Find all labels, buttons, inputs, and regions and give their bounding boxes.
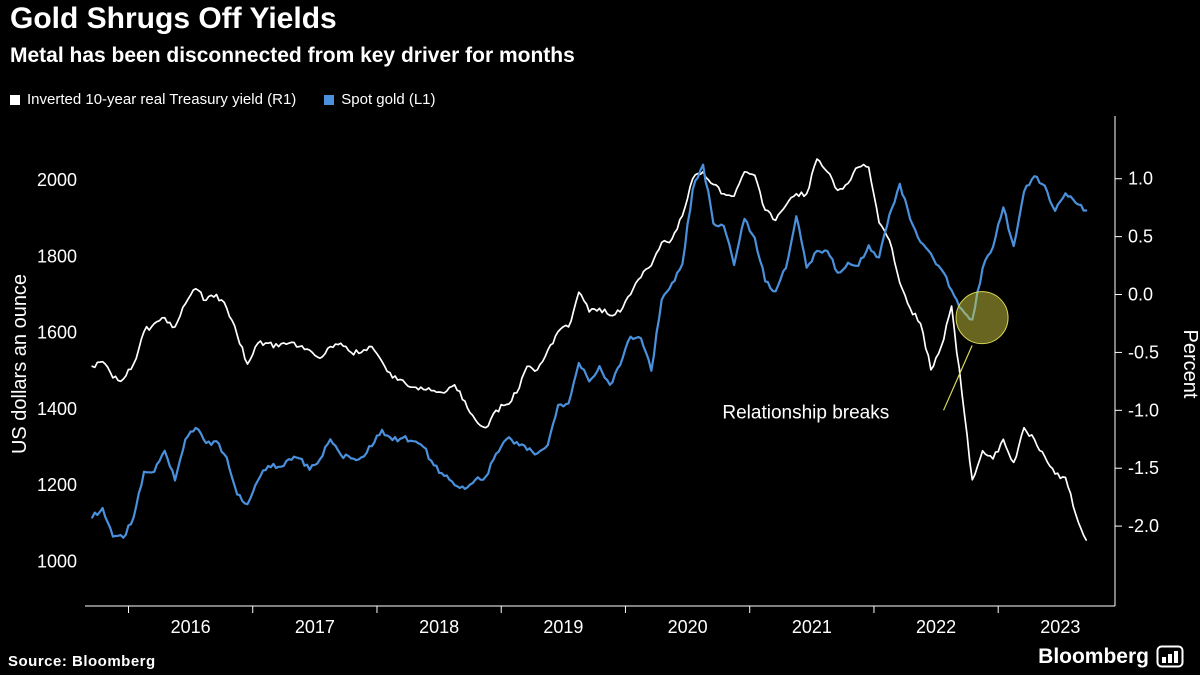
legend-item-treasury-yield: Inverted 10-year real Treasury yield (R1… (10, 91, 296, 108)
x-axis-tick-label: 2020 (668, 617, 708, 637)
chart-legend: Inverted 10-year real Treasury yield (R1… (10, 91, 436, 108)
annotation-label: Relationship breaks (722, 402, 889, 423)
left-axis-tick-label: 1800 (37, 246, 77, 266)
left-axis-title: US dollars an ounce (9, 274, 31, 454)
legend-swatch-icon (10, 94, 20, 105)
legend-label: Spot gold (L1) (341, 91, 436, 108)
right-axis-title: Percent (1179, 330, 1200, 399)
legend-swatch-icon (324, 94, 335, 105)
annotation-highlight-circle (955, 291, 1009, 345)
bloomberg-logo-text: Bloomberg (1038, 645, 1149, 668)
bloomberg-logo: Bloomberg (1038, 645, 1186, 669)
source-label: Source: Bloomberg (8, 653, 156, 670)
bloomberg-logo-icon (1156, 645, 1184, 668)
right-axis-tick-label: 0.5 (1128, 227, 1153, 247)
left-axis-tick-label: 1000 (37, 551, 77, 571)
left-axis-tick-label: 1400 (37, 399, 77, 419)
legend-item-spot-gold: Spot gold (L1) (324, 91, 436, 108)
right-axis-tick-label: 0.0 (1128, 285, 1153, 305)
page-title: Gold Shrugs Off Yields (10, 2, 337, 35)
x-axis-tick-label: 2021 (792, 617, 832, 637)
x-axis-tick-label: 2019 (543, 617, 583, 637)
left-axis-tick-label: 2000 (37, 170, 77, 190)
right-axis-tick-label: -1.0 (1128, 400, 1159, 420)
left-axis-tick-label: 1600 (37, 323, 77, 343)
x-axis-tick-label: 2017 (295, 617, 335, 637)
series-line-spot-gold (91, 163, 1088, 539)
x-axis-tick-label: 2016 (171, 617, 211, 637)
chart-subtitle: Metal has been disconnected from key dri… (10, 44, 575, 67)
series-line-treasury-yield (91, 158, 1088, 541)
right-axis-tick-label: 1.0 (1128, 169, 1153, 189)
right-axis-tick-label: -2.0 (1128, 516, 1159, 536)
right-axis-tick-label: -0.5 (1128, 342, 1159, 362)
annotation-pointer-line (942, 345, 973, 411)
x-axis-tick-label: 2018 (419, 617, 459, 637)
chart-plot: 2016 2017 2018 2019 2020 2021 2022 2023 1000 1200… (9, 116, 1200, 637)
legend-label: Inverted 10-year real Treasury yield (R1… (27, 91, 297, 108)
x-axis-tick-label: 2023 (1040, 617, 1080, 637)
left-axis-tick-label: 1200 (37, 475, 77, 495)
x-axis-tick-label: 2022 (916, 617, 956, 637)
right-axis-tick-label: -1.5 (1128, 458, 1159, 478)
